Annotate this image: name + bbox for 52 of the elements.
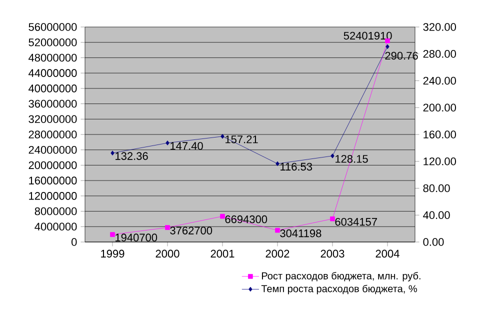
y2-tick-label: 200.00 [423,104,456,112]
y-tick-label: 44000000 [28,69,77,77]
y-tick-label: 32000000 [28,115,77,124]
point [165,225,170,230]
data-label: 157.21 [226,135,258,144]
data-label: 132.36 [116,152,148,160]
x-tick-label: 2002 [266,250,290,258]
y-tick-label: 24000000 [28,146,77,154]
legend-label: Темп роста расходов бюджета, % [261,284,417,294]
point [276,161,280,166]
y-tick-label: 28000000 [28,130,77,138]
point [386,44,390,50]
y-tick-label: 40000000 [28,84,77,92]
x-tick-label: 2000 [156,250,180,258]
data-label: 1940700 [116,234,158,242]
point [220,214,225,219]
y-tick-label: 16000000 [29,176,77,184]
y2-tick-label: 120.00 [424,157,456,166]
legend-label: Рост расходов бюджета, млн. руб. [262,272,420,282]
x-tick-label: 1999 [101,250,124,258]
point [166,140,170,146]
y2-tick-label: 80.00 [423,184,450,192]
y2-tick-label: 40.00 [423,211,450,220]
x-tick-label: 2004 [376,250,400,258]
data-label: 6034157 [335,218,377,226]
y-tick-label: 20000000 [28,161,77,170]
y2-tick-label: 320.00 [423,23,456,31]
y-tick-label: 0 [72,238,77,246]
x-tick-label: 2003 [320,250,344,258]
y-tick-label: 4000000 [34,222,77,231]
y2-tick-label: 280.00 [423,50,456,58]
data-label: 52401910 [344,32,392,40]
y-tick-label: 12000000 [29,192,77,200]
data-label: 147.40 [170,142,203,150]
y-tick-label: 56000000 [28,23,77,31]
point [330,216,335,222]
point [275,228,280,233]
x-tick-label: 2001 [210,250,234,258]
point [220,134,224,139]
y-tick-label: 8000000 [34,207,77,216]
point [330,153,334,158]
y-tick-label: 48000000 [28,54,77,62]
y-tick-label: 36000000 [28,100,77,108]
y2-tick-label: 240.00 [423,76,456,85]
point [110,232,115,237]
data-label: 3762700 [170,226,212,234]
data-label: 3041198 [280,229,322,238]
data-label: 128.15 [336,155,368,163]
y2-tick-label: 0.00 [423,238,444,246]
point [110,150,114,156]
y-tick-label: 52000000 [28,38,77,46]
y2-tick-label: 160.00 [424,130,456,138]
